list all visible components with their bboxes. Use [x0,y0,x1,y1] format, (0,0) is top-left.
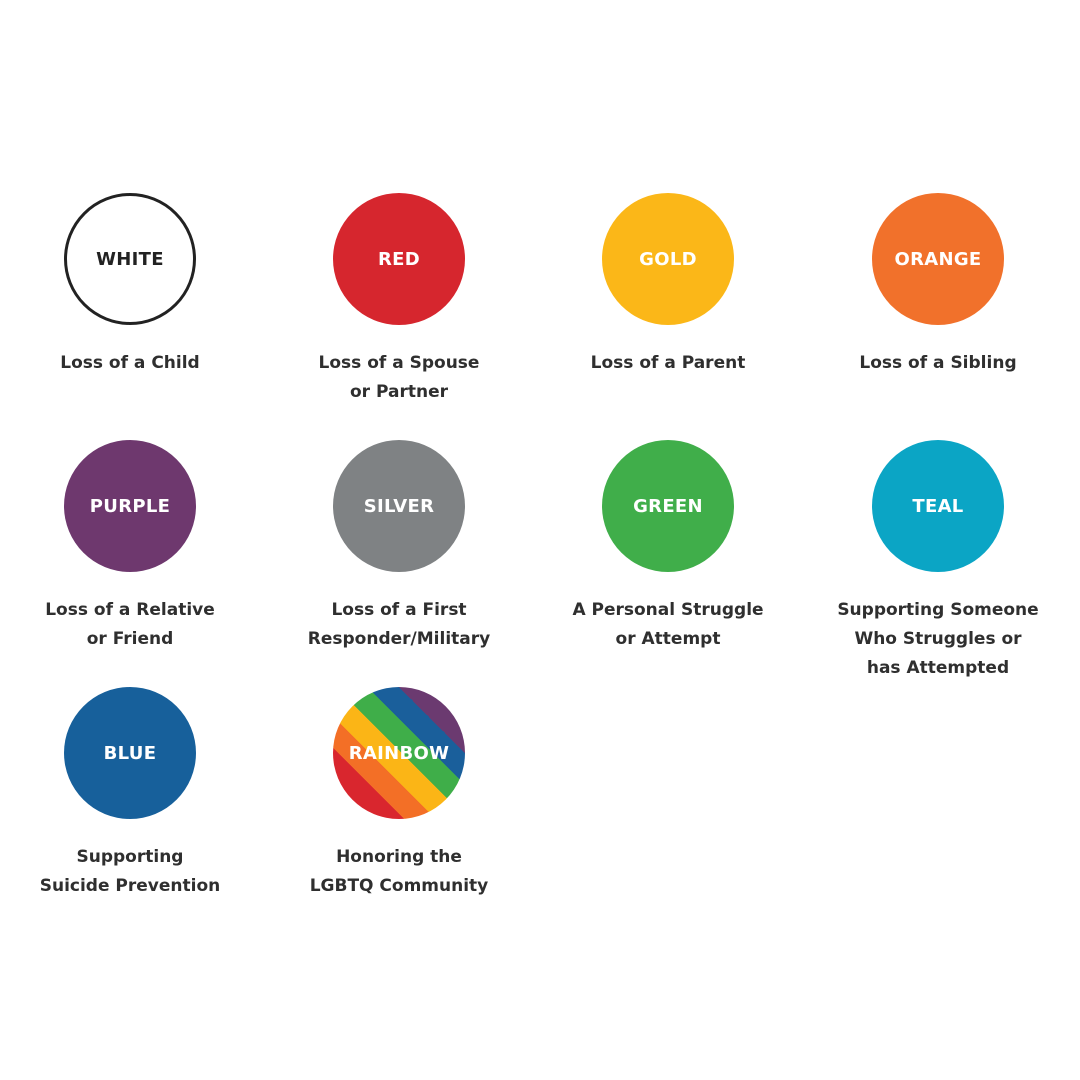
legend-item-green: GREEN A Personal Struggle or Attempt [538,440,798,654]
color-name: RED [378,248,420,270]
legend-item-blue: BLUE Supporting Suicide Prevention [0,687,260,901]
legend-item-red: RED Loss of a Spouse or Partner [269,193,529,407]
color-name: TEAL [912,495,964,517]
legend-item-white: WHITE Loss of a Child [0,193,260,378]
color-circle: TEAL [872,440,1004,572]
color-name: PURPLE [89,495,171,517]
legend-item-teal: TEAL Supporting Someone Who Struggles or … [808,440,1068,683]
color-circle: BLUE [64,687,196,819]
color-circle: WHITE [64,193,196,325]
color-name: ORANGE [894,248,982,270]
color-description: Loss of a Spouse or Partner [318,353,480,402]
color-name: WHITE [96,248,164,270]
color-circle: ORANGE [872,193,1004,325]
color-description: A Personal Struggle or Attempt [572,600,764,649]
color-description: Loss of a Sibling [859,353,1017,373]
color-circle: PURPLE [64,440,196,572]
color-description: Supporting Someone Who Struggles or has … [837,600,1039,678]
color-description: Loss of a Parent [590,353,746,373]
color-circle: SILVER [333,440,465,572]
color-name: RAINBOW [348,742,450,764]
color-description: Loss of a First Responder/Military [307,600,491,649]
color-description: Loss of a Relative or Friend [45,600,215,649]
color-description: Supporting Suicide Prevention [39,847,221,896]
color-circle: GREEN [602,440,734,572]
color-description: Loss of a Child [60,353,200,373]
color-circle: RAINBOW [333,687,465,819]
color-name: GOLD [639,248,697,270]
legend-item-gold: GOLD Loss of a Parent [538,193,798,378]
color-name: GREEN [633,495,703,517]
legend-item-purple: PURPLE Loss of a Relative or Friend [0,440,260,654]
legend-item-orange: ORANGE Loss of a Sibling [808,193,1068,378]
color-circle: RED [333,193,465,325]
legend-item-silver: SILVER Loss of a First Responder/Military [269,440,529,654]
color-name: SILVER [363,495,435,517]
legend-item-rainbow: RAINBOW Honoring the LGBTQ Community [269,687,529,901]
color-circle: GOLD [602,193,734,325]
color-name: BLUE [103,742,157,764]
color-description: Honoring the LGBTQ Community [309,847,489,896]
